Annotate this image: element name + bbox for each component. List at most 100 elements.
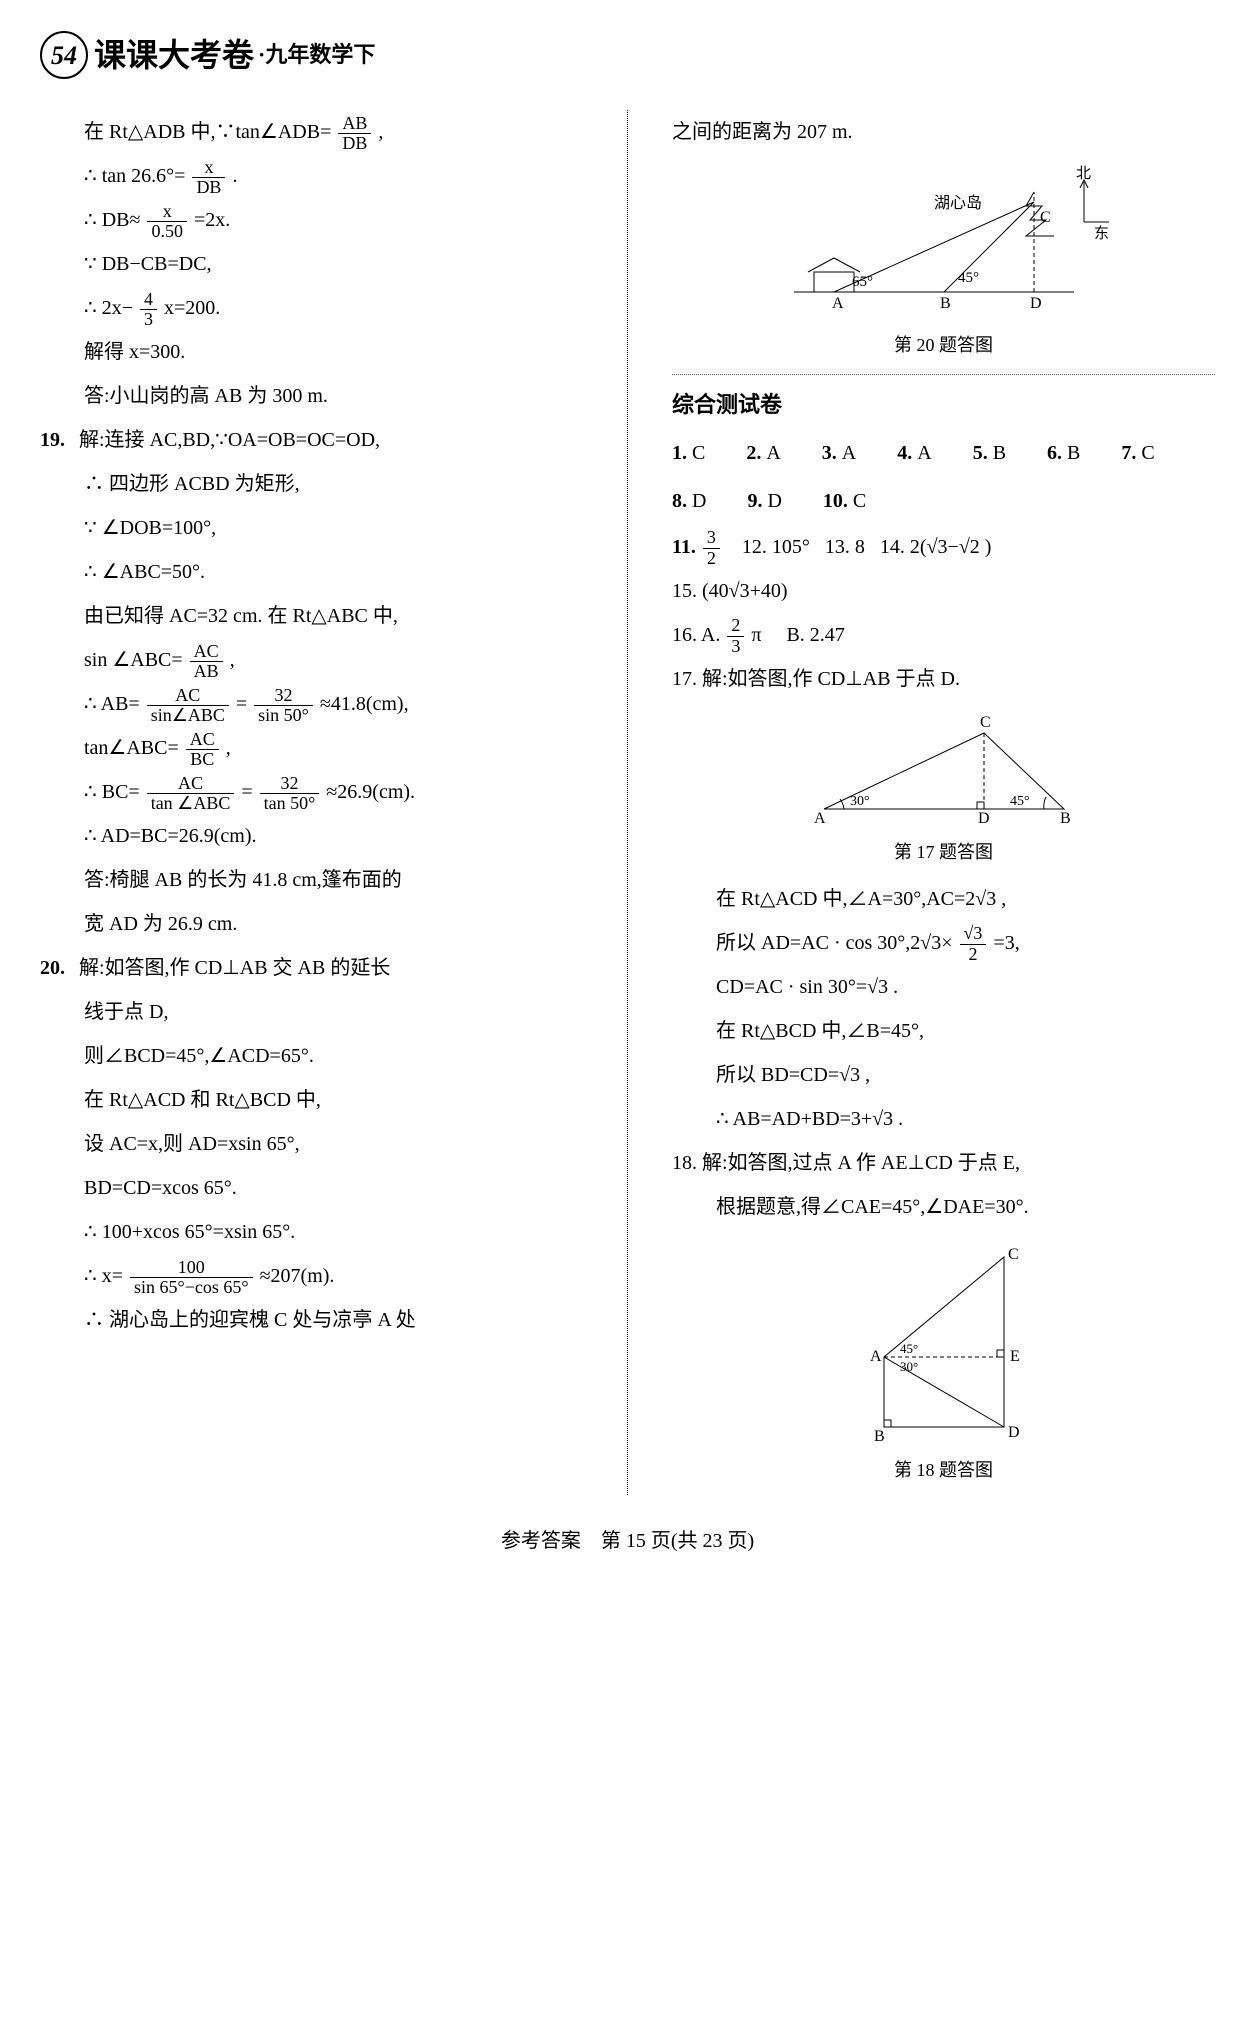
text-line: 宽 AD 为 26.9 cm. — [84, 902, 583, 946]
question-20: 20. 解:如答图,作 CD⊥AB 交 AB 的延长 — [40, 946, 583, 990]
text-line: BD=CD=xcos 65°. — [84, 1166, 583, 1210]
question-19: 19. 解:连接 AC,BD,∵OA=OB=OC=OD, — [40, 418, 583, 462]
text-line: 在 Rt△BCD 中,∠B=45°, — [716, 1009, 1215, 1053]
svg-text:湖心岛: 湖心岛 — [934, 194, 982, 212]
text: , — [230, 649, 235, 671]
text-line: ∴ 2x− 43 x=200. — [84, 286, 583, 330]
text-line: ∴ 湖心岛上的迎宾槐 C 处与凉亭 A 处 — [84, 1298, 583, 1342]
series-title: 课课大考卷 — [94, 20, 254, 90]
text-line: 答:小山岗的高 AB 为 300 m. — [84, 374, 583, 418]
text: ≈26.9(cm). — [326, 781, 415, 803]
svg-text:B: B — [874, 1428, 885, 1445]
svg-text:E: E — [1010, 1348, 1020, 1365]
text-line: 所以 BD=CD=√3 , — [716, 1053, 1215, 1097]
page-header: 54 课课大考卷 ·九年数学下 — [40, 20, 1215, 90]
fraction: 32 — [703, 528, 720, 569]
text: 解:如答图,作 CD⊥AB 交 AB 的延长 — [79, 957, 390, 979]
text-line: 设 AC=x,则 AD=xsin 65°, — [84, 1122, 583, 1166]
page-footer: 参考答案 第 15 页(共 23 页) — [40, 1519, 1215, 1563]
svg-text:45°: 45° — [900, 1341, 918, 1356]
text-line: 解得 x=300. — [84, 330, 583, 374]
figure-17-svg: A B C D 30° 45° — [794, 709, 1094, 829]
svg-text:东: 东 — [1094, 225, 1109, 242]
svg-text:D: D — [1030, 295, 1042, 312]
text: B. 2.47 — [786, 624, 844, 646]
mc-item: 9. D — [747, 477, 799, 525]
page-number-badge: 54 — [40, 31, 88, 79]
svg-text:45°: 45° — [958, 270, 979, 286]
svg-text:C: C — [980, 714, 991, 731]
text: , — [378, 121, 383, 143]
text-line: 在 Rt△ACD 中,∠A=30°,AC=2√3 , — [716, 877, 1215, 921]
text-line: ∴ 四边形 ACBD 为矩形, — [84, 462, 583, 506]
mc-answers: 1. C 2. A 3. A 4. A 5. B 6. B 7. C 8. D … — [672, 429, 1215, 525]
figure-18-svg: A B C D E 45° 30° — [834, 1237, 1054, 1447]
text: ∴ DB≈ — [84, 209, 140, 231]
fraction: 43 — [140, 290, 157, 331]
section-title: 综合测试卷 — [672, 374, 1215, 429]
text-line: ∵ DB−CB=DC, — [84, 242, 583, 286]
figure-17: A B C D 30° 45° 第 17 题答图 — [672, 709, 1215, 873]
fraction: x0.50 — [147, 202, 187, 243]
text: ∴ AB= — [84, 693, 140, 715]
text-line: ∴ AB=AD+BD=3+√3 . — [716, 1097, 1215, 1141]
mc-item: 5. B — [973, 429, 1024, 477]
text-line: ∴ x= 100sin 65°−cos 65° ≈207(m). — [84, 1254, 583, 1298]
figure-caption: 第 20 题答图 — [672, 326, 1215, 366]
text: π — [751, 624, 761, 646]
fraction: 32sin 50° — [254, 686, 313, 727]
svg-text:30°: 30° — [850, 794, 870, 809]
fill-answers: 11. 32 12. 105° 13. 8 14. 2(√3−√2 ) — [672, 525, 1215, 569]
text-line: 根据题意,得∠CAE=45°,∠DAE=30°. — [716, 1185, 1215, 1229]
question-number: 19. — [40, 418, 74, 462]
fraction: 23 — [727, 616, 744, 657]
answer-num: 11. — [672, 536, 696, 558]
text: 所以 AD=AC · cos 30°,2√3× — [716, 932, 953, 954]
text: x=200. — [164, 297, 220, 319]
svg-text:A: A — [832, 295, 844, 312]
answer: 13. 8 — [825, 536, 865, 558]
mc-item: 2. A — [746, 429, 798, 477]
svg-text:C: C — [1040, 209, 1051, 226]
text-line: ∴ DB≈ x0.50 =2x. — [84, 198, 583, 242]
mc-item: 1. C — [672, 429, 723, 477]
text-line: 在 Rt△ACD 和 Rt△BCD 中, — [84, 1078, 583, 1122]
text-line: 则∠BCD=45°,∠ACD=65°. — [84, 1034, 583, 1078]
text: =3, — [993, 932, 1019, 954]
mc-item: 10. C — [823, 477, 884, 525]
text-line: 在 Rt△ADB 中,∵tan∠ADB= ABDB , — [84, 110, 583, 154]
svg-text:C: C — [1008, 1246, 1019, 1263]
mc-item: 7. C — [1121, 429, 1172, 477]
question-18: 18. 解:如答图,过点 A 作 AE⊥CD 于点 E, — [672, 1141, 1215, 1185]
text: tan∠ABC= — [84, 737, 179, 759]
text: = — [241, 781, 252, 803]
text: ∴ tan 26.6°= — [84, 165, 185, 187]
svg-text:A: A — [870, 1348, 882, 1365]
question-17: 17. 解:如答图,作 CD⊥AB 于点 D. — [672, 657, 1215, 701]
text-line: ∴ AB= ACsin∠ABC = 32sin 50° ≈41.8(cm), — [84, 682, 583, 726]
text-line: ∵ ∠DOB=100°, — [84, 506, 583, 550]
text-line: 所以 AD=AC · cos 30°,2√3× √32 =3, — [716, 921, 1215, 965]
text: . — [232, 165, 237, 187]
fraction: 100sin 65°−cos 65° — [130, 1258, 253, 1299]
mc-item: 3. A — [822, 429, 874, 477]
question-number: 20. — [40, 946, 74, 990]
fraction: ACAB — [190, 642, 223, 683]
fraction: xDB — [192, 158, 225, 199]
svg-text:45°: 45° — [1010, 794, 1030, 809]
text: sin ∠ABC= — [84, 649, 183, 671]
figure-20: A B C D 65° 45° 湖心岛 北 东 第 20 题答图 — [672, 162, 1215, 366]
text: =2x. — [194, 209, 230, 231]
text-line: 之间的距离为 207 m. — [672, 110, 1215, 154]
svg-text:A: A — [814, 810, 826, 827]
fraction: ACBC — [186, 730, 219, 771]
mc-item: 4. A — [897, 429, 949, 477]
text: ∴ BC= — [84, 781, 140, 803]
svg-text:北: 北 — [1076, 165, 1091, 182]
figure-18: A B C D E 45° 30° 第 18 题答图 — [672, 1237, 1215, 1491]
mc-item: 6. B — [1047, 429, 1098, 477]
fraction: √32 — [960, 924, 987, 965]
svg-text:D: D — [1008, 1424, 1020, 1441]
svg-text:B: B — [940, 295, 951, 312]
text-line: ∴ ∠ABC=50°. — [84, 550, 583, 594]
